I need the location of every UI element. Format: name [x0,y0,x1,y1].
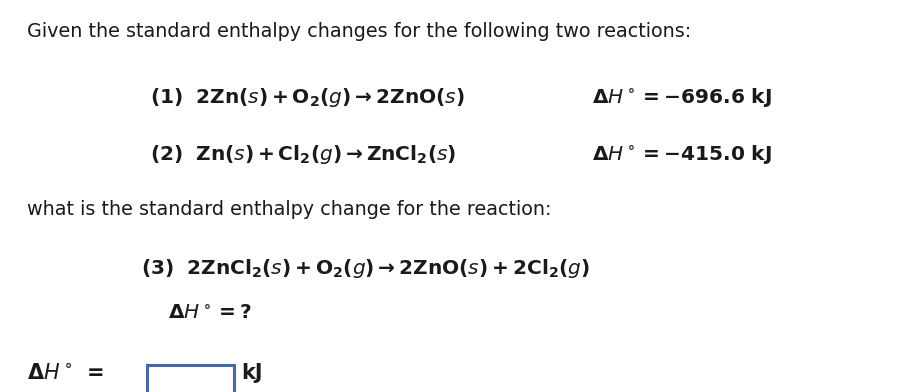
Text: Given the standard enthalpy changes for the following two reactions:: Given the standard enthalpy changes for … [27,22,692,40]
Text: $\mathbf{\Delta \mathit{H}^\circ = {-}696.6\ kJ}$: $\mathbf{\Delta \mathit{H}^\circ = {-}69… [592,86,771,109]
Text: $\mathbf{(1)\ \ 2Zn(\mathit{s}) + O_2(\mathit{g}) \rightarrow 2ZnO(\mathit{s})}$: $\mathbf{(1)\ \ 2Zn(\mathit{s}) + O_2(\m… [150,86,465,109]
Text: $\mathbf{\Delta \mathit{H}^\circ\ =}$: $\mathbf{\Delta \mathit{H}^\circ\ =}$ [27,363,105,383]
FancyBboxPatch shape [147,365,234,392]
Text: $\mathbf{(3)\ \ 2ZnCl_2(\mathit{s}) + O_2(\mathit{g}) \rightarrow 2ZnO(\mathit{s: $\mathbf{(3)\ \ 2ZnCl_2(\mathit{s}) + O_… [141,257,590,280]
Text: $\mathbf{(2)\ \ Zn(\mathit{s}) + Cl_2(\mathit{g}) \rightarrow ZnCl_2(\mathit{s}): $\mathbf{(2)\ \ Zn(\mathit{s}) + Cl_2(\m… [150,143,457,166]
Text: $\mathbf{\Delta \mathit{H}^\circ = {-}415.0\ kJ}$: $\mathbf{\Delta \mathit{H}^\circ = {-}41… [592,143,771,166]
Text: $\mathbf{\Delta \mathit{H}^\circ =?}$: $\mathbf{\Delta \mathit{H}^\circ =?}$ [168,304,252,323]
Text: kJ: kJ [241,363,263,383]
Text: what is the standard enthalpy change for the reaction:: what is the standard enthalpy change for… [27,200,551,219]
